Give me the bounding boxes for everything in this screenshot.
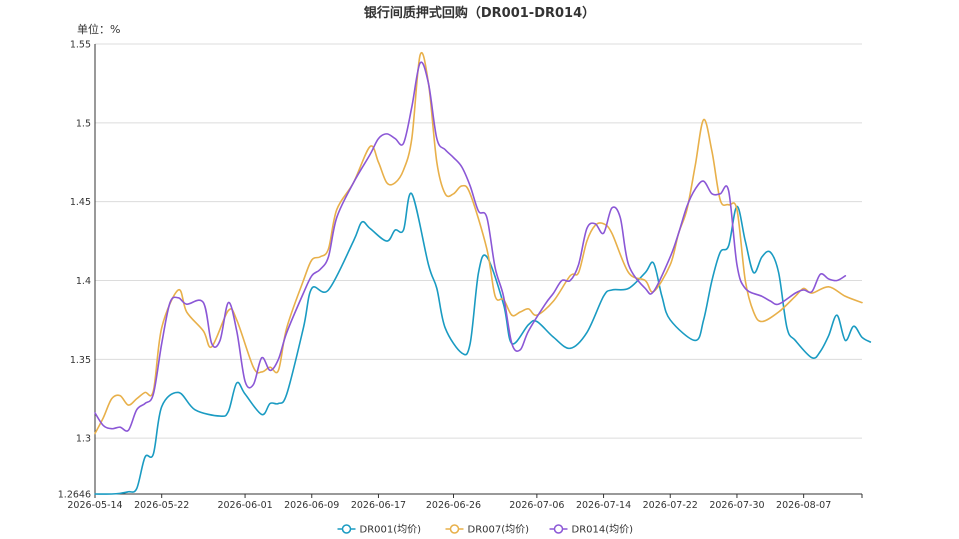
legend-label: DR001(均价) <box>360 524 422 536</box>
y-tick-label: 1.2646 <box>58 490 91 501</box>
y-tick-label: 1.4 <box>76 276 91 287</box>
series-layer <box>94 52 872 495</box>
axis-layer: 1.2646 1.3 1.35 1.4 1.45 1.5 1.55 2026-05-14 202… <box>58 40 863 511</box>
legend-item[interactable]: DR007(均价) <box>445 524 530 536</box>
legend-item[interactable]: DR014(均价) <box>549 524 634 536</box>
y-tick-label: 1.3 <box>76 434 91 445</box>
legend-swatch-marker <box>449 524 460 534</box>
legend-label: DR007(均价) <box>468 524 530 536</box>
series-line-dr007 <box>94 52 863 435</box>
x-tick-label: 2026-06-01 <box>217 500 272 511</box>
x-tick-label: 2026-06-09 <box>284 500 339 511</box>
y-tick-label: 1.55 <box>70 40 91 51</box>
x-tick-label: 2026-06-17 <box>351 500 406 511</box>
x-tick-label: 2026-07-14 <box>576 500 631 511</box>
legend-layer: DR001(均价) DR007(均价) DR014(均价) <box>337 524 634 536</box>
x-tick-label: 2026-07-06 <box>509 500 564 511</box>
x-tick-label: 2026-08-07 <box>776 500 831 511</box>
x-tick-label: 2026-07-22 <box>643 500 698 511</box>
x-tick-label: 2026-05-22 <box>134 500 189 511</box>
legend-item[interactable]: DR001(均价) <box>337 524 422 536</box>
x-tick-label: 2026-06-26 <box>426 500 481 511</box>
grid-layer <box>95 43 862 439</box>
y-tick-label: 1.5 <box>76 118 91 129</box>
x-tick-label: 2026-07-30 <box>709 500 764 511</box>
x-tick-label: 2026-05-14 <box>67 500 122 511</box>
unit-label: 单位：% <box>77 23 121 36</box>
series-line-dr001 <box>94 192 872 495</box>
y-tick-label: 1.35 <box>70 355 91 366</box>
legend-swatch-marker <box>341 524 352 534</box>
legend-swatch-marker <box>553 524 564 534</box>
legend-label: DR014(均价) <box>572 524 634 536</box>
chart-title: 银行间质押式回购（DR001-DR014） <box>363 6 596 21</box>
y-tick-label: 1.45 <box>70 197 91 208</box>
series-line-dr014 <box>94 61 847 432</box>
